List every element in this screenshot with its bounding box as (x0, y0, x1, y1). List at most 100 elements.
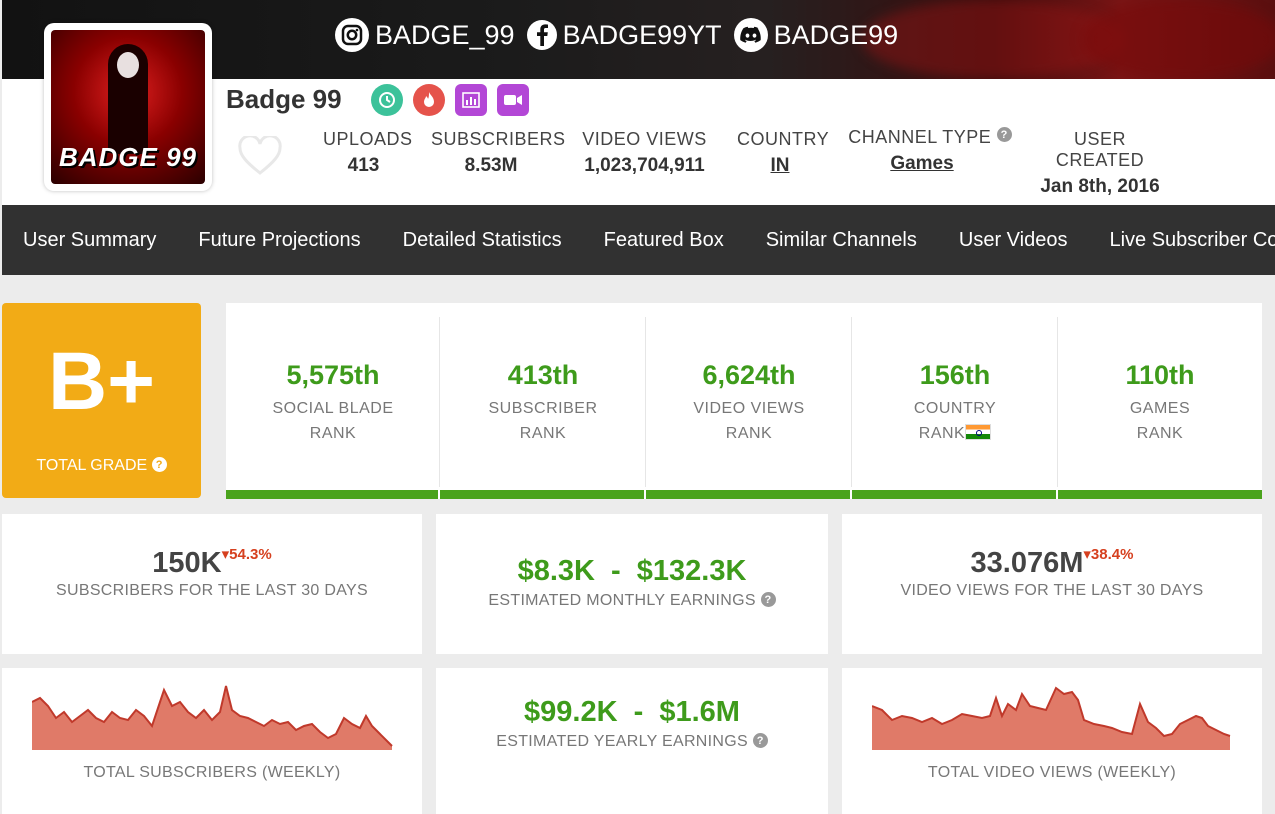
video-views-30-days-label: VIDEO VIEWS FOR THE LAST 30 DAYS (900, 582, 1204, 599)
rank-bar (440, 490, 644, 499)
divider (439, 317, 440, 487)
country-label: COUNTRY (737, 129, 830, 149)
rank-label: SOCIAL BLADE (272, 400, 394, 417)
subscribers-stat: SUBSCRIBERS 8.53M (431, 129, 566, 177)
yearly-earnings-card: $99.2K - $1.6M ESTIMATED YEARLY EARNINGS… (436, 668, 828, 814)
banner-smoke (1082, 0, 1275, 79)
instagram-handle: BADGE_99 (375, 19, 515, 50)
help-icon[interactable]: ? (996, 127, 1012, 142)
video-views-rank: 6,624th VIDEO VIEWS RANK (646, 303, 852, 499)
social-blade-rank: 5,575th SOCIAL BLADE RANK (226, 303, 440, 499)
rank-bar (852, 490, 1056, 499)
tab-user-videos[interactable]: User Videos (958, 228, 1068, 251)
channel-banner: BADGE_99 BADGE99YT BADGE99 (2, 0, 1275, 79)
video-views-weekly-sparkline (872, 686, 1231, 750)
rank-value: 413th (507, 360, 579, 390)
yearly-earnings-high: $1.6M (659, 696, 740, 728)
favorite-heart-icon[interactable] (238, 136, 282, 176)
rank-bar (226, 490, 438, 499)
facebook-link[interactable]: BADGE99YT (526, 19, 722, 51)
video-views-change: ▾38.4% (1083, 546, 1134, 563)
subscribers-30-days-label: SUBSCRIBERS FOR THE LAST 30 DAYS (56, 582, 368, 599)
tab-live-subscriber-count[interactable]: Live Subscriber Count (1109, 228, 1275, 251)
video-views-stat: VIDEO VIEWS 1,023,704,911 (576, 129, 713, 177)
discord-link[interactable]: BADGE99 (733, 18, 898, 52)
rank-label: VIDEO VIEWS (693, 400, 805, 417)
rank-label: RANK (918, 425, 966, 442)
rank-value: 5,575th (286, 360, 380, 390)
tab-featured-box[interactable]: Featured Box (603, 228, 724, 251)
yearly-earnings-low: $99.2K (524, 696, 618, 728)
yearly-earnings-label: ESTIMATED YEARLY EARNINGS (496, 733, 748, 750)
subscribers-label: SUBSCRIBERS (431, 129, 566, 149)
video-views-30-days-card: 33.076M▾38.4% VIDEO VIEWS FOR THE LAST 3… (842, 514, 1262, 654)
chart-badge-icon[interactable] (455, 84, 487, 116)
rank-bar (646, 490, 850, 499)
rank-label: RANK (519, 425, 567, 442)
channel-header (2, 79, 1275, 205)
divider (851, 317, 852, 487)
social-links: BADGE_99 BADGE99YT BADGE99 (335, 18, 898, 52)
range-separator: - (633, 696, 644, 728)
help-icon[interactable]: ? (760, 592, 776, 607)
country-stat: COUNTRY IN (737, 129, 830, 177)
divider (645, 317, 646, 487)
channel-type-link[interactable]: Games (890, 153, 954, 174)
subscribers-30-days-value: 150K (152, 547, 222, 579)
channel-avatar-frame: BADGE 99 (44, 23, 212, 191)
country-link[interactable]: IN (770, 155, 790, 176)
rank-label: GAMES (1129, 400, 1191, 417)
monthly-earnings-label: ESTIMATED MONTHLY EARNINGS (488, 592, 756, 609)
facebook-icon (526, 20, 557, 50)
rank-label: RANK (725, 425, 773, 442)
instagram-icon (335, 18, 369, 52)
rank-label: RANK (309, 425, 357, 442)
section-nav: User Summary Future Projections Detailed… (2, 205, 1275, 275)
rank-label: COUNTRY (913, 400, 997, 417)
total-subscribers-weekly-label: TOTAL SUBSCRIBERS (WEEKLY) (83, 764, 341, 781)
rank-label: SUBSCRIBER (488, 400, 598, 417)
instagram-link[interactable]: BADGE_99 (335, 18, 515, 52)
total-video-views-weekly-card: TOTAL VIDEO VIEWS (WEEKLY) (842, 668, 1262, 814)
uploads-stat: UPLOADS 413 (323, 129, 413, 177)
facebook-handle: BADGE99YT (562, 19, 722, 50)
clock-badge-icon[interactable] (371, 84, 403, 116)
subscribers-weekly-sparkline (32, 685, 393, 750)
channel-name: Badge 99 (226, 84, 342, 114)
india-flag-icon (965, 424, 992, 440)
video-views-label: VIDEO VIEWS (582, 129, 707, 149)
banner-smoke (862, 0, 1122, 79)
avatar-skull-mask (117, 52, 139, 78)
range-separator: - (611, 555, 621, 587)
tab-detailed-statistics[interactable]: Detailed Statistics (402, 228, 562, 251)
video-badge-icon[interactable] (497, 84, 529, 116)
subscriber-rank: 413th SUBSCRIBER RANK (440, 303, 646, 499)
uploads-label: UPLOADS (323, 129, 413, 149)
tab-similar-channels[interactable]: Similar Channels (765, 228, 917, 251)
tab-user-summary[interactable]: User Summary (23, 228, 157, 251)
video-views-change-value: 38.4% (1090, 546, 1134, 563)
rank-label: RANK (1136, 425, 1184, 442)
discord-icon (733, 18, 768, 52)
video-views-value: 1,023,704,911 (584, 155, 705, 176)
fire-badge-icon[interactable] (413, 84, 445, 116)
games-rank: 110th GAMES RANK (1058, 303, 1262, 499)
rank-value: 110th (1125, 360, 1195, 390)
rank-value: 156th (919, 360, 991, 390)
help-icon[interactable]: ? (752, 733, 768, 748)
rank-value: 6,624th (702, 360, 796, 390)
subscribers-change: ▾54.3% (221, 546, 272, 563)
help-icon[interactable]: ? (151, 457, 167, 472)
tab-future-projections[interactable]: Future Projections (198, 228, 361, 251)
user-created-label: USER CREATED (1055, 129, 1145, 170)
grade-value: B+ (47, 336, 156, 427)
subscribers-value: 8.53M (464, 155, 518, 176)
divider (1057, 317, 1058, 487)
channel-type-label: CHANNEL TYPE (848, 127, 992, 147)
rank-panel: 5,575th SOCIAL BLADE RANK 413th SUBSCRIBE… (226, 303, 1262, 499)
total-video-views-weekly-label: TOTAL VIDEO VIEWS (WEEKLY) (927, 764, 1177, 781)
user-created-value: Jan 8th, 2016 (1040, 176, 1160, 197)
channel-avatar: BADGE 99 (51, 30, 205, 184)
uploads-value: 413 (347, 155, 380, 176)
grade-label: TOTAL GRADE (36, 457, 148, 474)
